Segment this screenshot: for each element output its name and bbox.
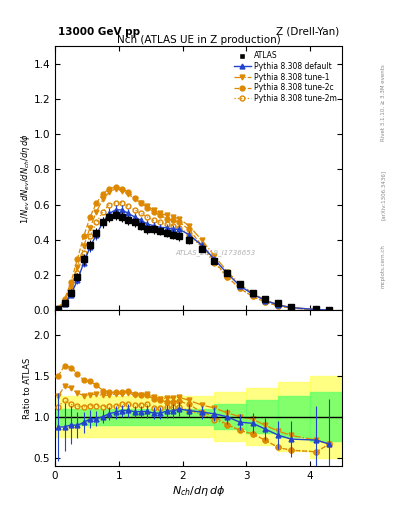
Text: [arXiv:1306.3436]: [arXiv:1306.3436] (381, 169, 386, 220)
Y-axis label: Ratio to ATLAS: Ratio to ATLAS (23, 357, 32, 419)
X-axis label: $N_{ch}/d\eta\,d\phi$: $N_{ch}/d\eta\,d\phi$ (172, 483, 225, 498)
Text: Z (Drell-Yan): Z (Drell-Yan) (276, 27, 339, 37)
Text: ATLAS_2019_I1736653: ATLAS_2019_I1736653 (176, 249, 256, 255)
Y-axis label: $1/N_{ev}\,dN_{ev}/dN_{ch}/d\eta\,d\phi$: $1/N_{ev}\,dN_{ev}/dN_{ch}/d\eta\,d\phi$ (19, 133, 32, 224)
Legend: ATLAS, Pythia 8.308 default, Pythia 8.308 tune-1, Pythia 8.308 tune-2c, Pythia 8: ATLAS, Pythia 8.308 default, Pythia 8.30… (232, 50, 338, 104)
Title: Nch (ATLAS UE in Z production): Nch (ATLAS UE in Z production) (117, 35, 280, 45)
Text: mcplots.cern.ch: mcplots.cern.ch (381, 244, 386, 288)
Text: Rivet 3.1.10, ≥ 3.3M events: Rivet 3.1.10, ≥ 3.3M events (381, 64, 386, 141)
Text: 13000 GeV pp: 13000 GeV pp (58, 27, 140, 37)
